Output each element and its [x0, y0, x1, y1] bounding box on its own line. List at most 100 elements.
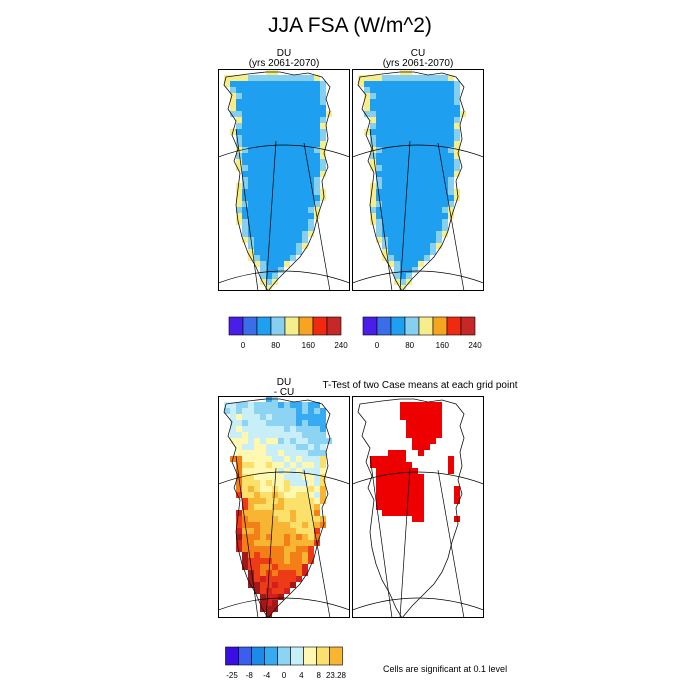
cu-grid-cell: [406, 231, 412, 237]
ttest-significant-cell: [406, 426, 412, 432]
diff-grid-cell: [248, 576, 254, 582]
diff-grid-cell: [266, 594, 272, 600]
diff-grid-cell: [278, 522, 284, 528]
du-grid-cell: [290, 201, 296, 207]
diff-grid-cell: [254, 576, 260, 582]
diff-grid-cell: [254, 546, 260, 552]
ttest-meridian-line: [369, 455, 393, 618]
ttest-significant-cell: [394, 462, 400, 468]
diff-grid-cell: [302, 504, 308, 510]
diff-colorbar-tick-label: 8: [316, 671, 321, 680]
ttest-significant-cell: [412, 432, 418, 438]
du-colorbar-swatch: [326, 316, 342, 336]
cu-grid-cell: [382, 117, 388, 123]
du-grid-cell: [314, 165, 320, 171]
du-grid-cell: [302, 87, 308, 93]
cu-grid-cell: [364, 87, 370, 93]
cu-grid-cell: [412, 81, 418, 87]
du-grid-cell: [266, 201, 272, 207]
ttest-significant-cell: [376, 462, 382, 468]
du-grid-cell: [260, 219, 266, 225]
cu-grid-cell: [430, 117, 436, 123]
cu-grid-cell: [406, 177, 412, 183]
du-grid-cell: [266, 183, 272, 189]
ttest-significant-cell: [448, 462, 454, 468]
cu-grid-cell: [400, 81, 406, 87]
cu-grid-cell: [388, 153, 394, 159]
diff-grid-cell: [296, 516, 302, 522]
ttest-significant-cell: [376, 504, 382, 510]
du-grid-cell: [254, 171, 260, 177]
ttest-significant-cell: [418, 516, 424, 522]
diff-grid-cell: [278, 504, 284, 510]
cu-grid-cell: [418, 249, 424, 255]
diff-grid-cell: [284, 432, 290, 438]
du-grid-cell: [236, 189, 242, 195]
ttest-latitude-line: [352, 471, 484, 485]
du-grid-cell: [272, 225, 278, 231]
cu-grid-cell: [418, 243, 424, 249]
diff-grid-cell: [314, 522, 320, 528]
cu-grid-cell: [418, 111, 424, 117]
cu-grid-cell: [400, 75, 406, 81]
diff-grid-cell: [284, 420, 290, 426]
cu-grid-cell: [394, 93, 400, 99]
diff-grid-cell: [314, 498, 320, 504]
diff-grid-cell: [284, 582, 290, 588]
diff-grid-cell: [236, 468, 242, 474]
du-grid-cell: [296, 195, 302, 201]
diff-grid-cell: [302, 408, 308, 414]
cu-grid-cell: [442, 123, 448, 129]
cu-grid-cell: [418, 213, 424, 219]
diff-meridian-line: [235, 455, 259, 618]
diff-colorbar-swatch: [303, 646, 317, 666]
cu-grid-cell: [406, 141, 412, 147]
cu-grid-cell: [376, 117, 382, 123]
ttest-significant-cell: [418, 426, 424, 432]
du-grid-cell: [278, 93, 284, 99]
du-grid-cell: [248, 159, 254, 165]
du-grid-cell: [302, 201, 308, 207]
du-grid-cell: [278, 201, 284, 207]
du-grid-cell: [224, 75, 230, 81]
du-grid-cell: [254, 195, 260, 201]
diff-grid-cell: [254, 402, 260, 408]
cu-grid-cell: [370, 183, 376, 189]
diff-grid-cell: [278, 570, 284, 576]
du-grid-cell: [308, 189, 314, 195]
diff-grid-cell: [272, 594, 278, 600]
diff-grid-cell: [308, 408, 314, 414]
cu-grid-cell: [376, 111, 382, 117]
du-grid-cell: [296, 207, 302, 213]
du-grid-cell: [260, 87, 266, 93]
ttest-significant-cell: [454, 492, 460, 498]
cu-grid-cell: [382, 189, 388, 195]
diff-grid-cell: [242, 552, 248, 558]
cu-grid-cell: [400, 87, 406, 93]
du-grid-cell: [266, 231, 272, 237]
du-grid-cell: [266, 165, 272, 171]
diff-grid-cell: [254, 498, 260, 504]
cu-grid-cell: [436, 231, 442, 237]
du-grid-cell: [278, 171, 284, 177]
du-title-line2: (yrs 2061-2070): [248, 58, 320, 69]
diff-grid-cell: [242, 528, 248, 534]
diff-grid-cell: [290, 516, 296, 522]
diff-grid-cell: [308, 516, 314, 522]
diff-grid-cell: [254, 528, 260, 534]
cu-grid-cell: [400, 195, 406, 201]
cu-grid-cell: [370, 201, 376, 207]
cu-grid-cell: [394, 123, 400, 129]
cu-grid-cell: [442, 159, 448, 165]
cu-grid-cell: [424, 183, 430, 189]
diff-grid-cell: [254, 450, 260, 456]
cu-grid-cell: [448, 177, 454, 183]
du-grid-cell: [320, 141, 326, 147]
cu-grid-cell: [376, 141, 382, 147]
diff-grid-cell: [230, 438, 236, 444]
cu-grid-cell: [436, 195, 442, 201]
diff-grid-cell: [296, 522, 302, 528]
diff-grid-cell: [242, 504, 248, 510]
du-colorbar-swatch: [298, 316, 314, 336]
diff-grid-cell: [278, 558, 284, 564]
